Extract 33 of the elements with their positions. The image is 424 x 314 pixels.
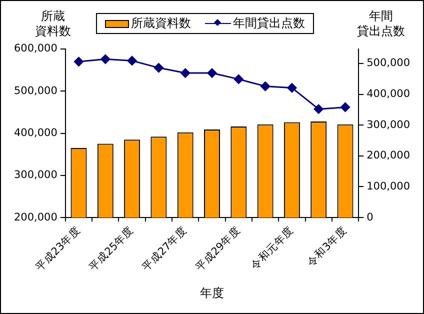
- legend-label: 所蔵資料数: [131, 15, 191, 32]
- x-tick-label: 平成25年度: [86, 224, 136, 274]
- point: [127, 56, 137, 66]
- point: [100, 54, 110, 64]
- x-tick-label: 令和3年度: [304, 224, 350, 269]
- y2-tick-label: 0: [366, 211, 374, 224]
- point: [207, 68, 217, 78]
- point: [180, 68, 190, 78]
- x-axis-title: 年度: [199, 286, 225, 301]
- x-tick-label: 平成29年度: [192, 224, 243, 274]
- y-tick-label: 300,000: [14, 169, 58, 182]
- y-tick-label: 400,000: [14, 127, 58, 139]
- x-tick-label: 平成23年度: [33, 224, 83, 274]
- x-tick-label: 平成27年度: [140, 224, 190, 274]
- point: [234, 74, 244, 84]
- x-tick-label: 令和元年度: [248, 224, 296, 272]
- y-tick-label: 600,000: [14, 42, 58, 55]
- y-tick-label: 500,000: [14, 84, 58, 97]
- legend-label: 年間貸出点数: [233, 15, 305, 32]
- y-axis-title: 所蔵資料数: [34, 9, 72, 39]
- y-tick-label: 200,000: [14, 211, 58, 224]
- point: [287, 83, 297, 93]
- point: [340, 102, 350, 112]
- y2-tick-label: 100,000: [366, 180, 410, 192]
- point: [260, 82, 270, 92]
- point: [154, 63, 164, 73]
- y2-axis-title: 年間貸出点数: [356, 9, 406, 39]
- y2-tick-label: 500,000: [366, 57, 410, 70]
- y2-tick-label: 200,000: [366, 150, 410, 162]
- point: [314, 104, 324, 114]
- point: [74, 56, 84, 66]
- y2-tick-label: 300,000: [366, 118, 410, 131]
- y2-tick-label: 400,000: [366, 88, 410, 100]
